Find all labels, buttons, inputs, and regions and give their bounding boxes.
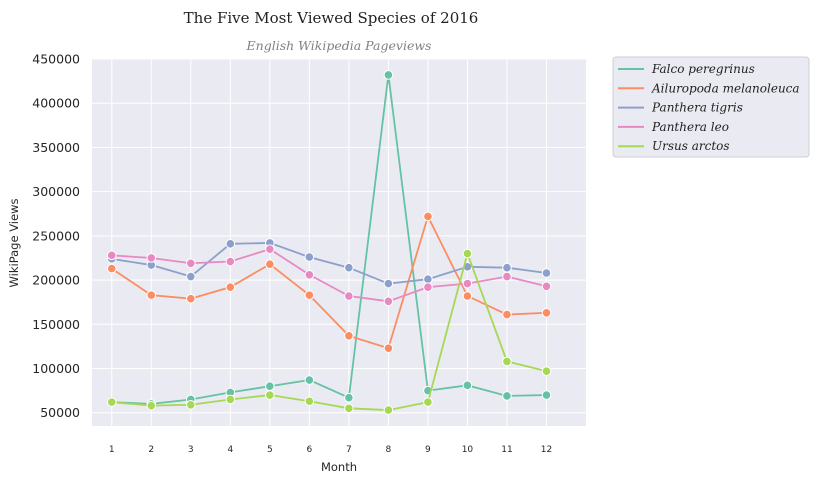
legend-box [612,56,810,158]
data-point-3-7 [383,296,394,307]
x-tick-label-8: 9 [425,445,431,455]
data-point-4-2 [186,399,196,410]
series-line-0 [111,74,547,405]
x-tick-label-9: 10 [462,445,474,455]
series-line-3 [111,248,547,303]
data-point-3-3 [225,256,236,267]
y-axis-label: WikiPage Views [7,199,21,288]
data-point-0-11 [541,390,552,400]
data-point-2-3 [225,239,236,249]
data-point-1-5 [304,290,315,300]
series-line-4 [111,250,547,411]
data-point-4-3 [225,394,236,405]
legend-label-3: Panthera leo [651,120,729,134]
data-point-0-5 [304,375,315,385]
x-tick-label-7: 8 [386,445,392,455]
data-point-2-6 [344,262,354,273]
x-tick-label-4: 5 [267,445,273,455]
data-point-1-4 [265,259,275,269]
data-point-1-1 [146,290,157,300]
series-line-1 [111,213,547,350]
data-point-1-3 [225,282,236,292]
legend-label-1: Ailuropoda melanoleuca [651,81,800,95]
data-point-4-10 [502,356,512,367]
data-point-0-10 [502,391,512,401]
data-point-4-7 [383,405,394,415]
series-1 [106,211,552,353]
chart-subtitle: English Wikipedia Pageviews [246,38,432,53]
series-layer [106,70,552,415]
plot-area [92,59,586,426]
y-tick-label-2: 150000 [32,317,80,332]
series-4 [106,248,552,415]
y-axis-ticks: 50000 100000 150000 200000 250000 300000 35000… [32,52,80,421]
series-line-2 [111,242,547,285]
data-point-2-5 [304,252,315,262]
x-axis-ticks: 1 2 3 4 5 6 7 8 9 10 11 12 [109,445,552,455]
data-point-1-10 [502,309,512,320]
data-point-2-2 [186,271,196,282]
y-tick-label-4: 250000 [32,228,80,243]
legend: Falco peregrinus Ailuropoda melanoleuca Pa… [612,56,810,158]
data-point-1-8 [423,211,433,222]
data-point-4-9 [462,248,473,259]
x-tick-label-5: 6 [306,445,312,455]
data-point-0-4 [265,381,275,392]
x-tick-label-2: 3 [188,445,194,455]
data-point-3-0 [106,250,117,261]
legend-label-2: Panthera tigris [651,101,743,115]
data-point-3-10 [502,271,512,282]
data-point-2-7 [383,278,394,289]
data-point-3-6 [344,291,354,301]
series-3 [106,244,552,307]
data-point-4-5 [304,396,315,407]
data-point-3-4 [265,244,275,254]
data-point-3-1 [146,253,157,263]
data-point-2-10 [502,262,512,273]
data-point-0-6 [344,392,354,403]
legend-label-4: Ursus arctos [652,139,730,153]
data-point-1-2 [186,293,196,304]
data-point-4-11 [541,366,552,376]
x-tick-label-1: 2 [148,445,154,455]
data-point-4-4 [265,390,275,400]
data-point-4-1 [146,400,157,411]
data-point-4-8 [423,397,433,407]
y-tick-label-8: 450000 [32,52,80,67]
data-point-4-0 [106,397,117,407]
data-point-3-9 [462,278,473,289]
y-tick-label-0: 50000 [40,405,80,420]
data-point-0-7 [383,70,394,80]
data-point-1-9 [462,291,473,301]
data-point-2-11 [541,268,552,278]
data-point-3-2 [186,258,196,269]
legend-label-0: Falco peregrinus [651,62,755,76]
x-tick-label-0: 1 [109,445,115,455]
data-point-1-7 [383,343,394,353]
chart-title: The Five Most Viewed Species of 2016 [184,9,479,27]
y-tick-label-1: 100000 [32,361,80,376]
x-tick-label-11: 12 [541,445,552,455]
y-tick-label-7: 400000 [32,96,80,111]
data-point-1-6 [344,330,354,341]
x-tick-label-6: 7 [346,445,352,455]
data-point-0-9 [462,380,473,391]
x-tick-label-3: 4 [227,445,233,455]
y-tick-label-6: 350000 [32,140,80,155]
x-tick-label-10: 11 [501,445,512,455]
data-point-3-5 [304,269,315,280]
y-tick-label-3: 200000 [32,273,80,288]
data-point-1-11 [541,308,552,318]
data-point-2-8 [423,274,433,285]
data-point-3-11 [541,281,552,292]
data-point-3-8 [423,282,433,292]
data-point-4-6 [344,403,354,414]
x-axis-label: Month [321,460,357,474]
y-tick-label-5: 300000 [32,184,80,199]
data-point-1-0 [106,263,117,274]
